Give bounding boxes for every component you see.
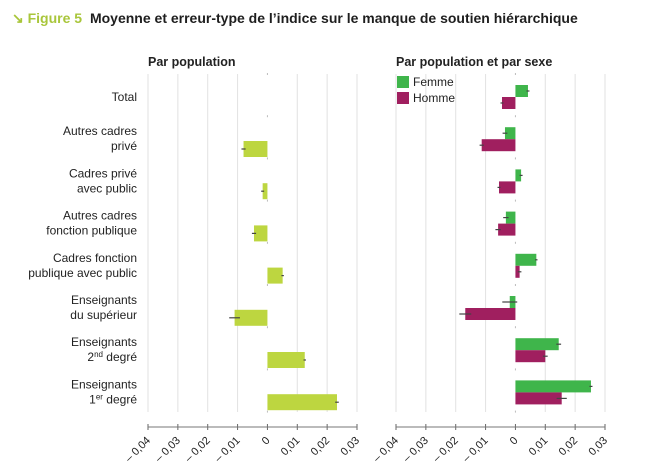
tick-label: 0,01 — [527, 435, 551, 459]
category-label-line: Autres cadres — [63, 209, 137, 223]
bar-homme — [501, 97, 516, 109]
bar-population — [267, 394, 337, 411]
bar-femme — [515, 338, 559, 351]
figure-label: ↘ Figure 5 — [12, 10, 82, 26]
category-label-line: 1er degré — [89, 392, 137, 407]
bar-femme — [515, 169, 522, 182]
tick-label: 0,03 — [586, 435, 610, 459]
superscript: er — [96, 392, 103, 401]
left-panel-title: Par population — [148, 55, 236, 69]
text: degré — [103, 392, 137, 406]
bar-population — [262, 183, 268, 200]
bar-population — [267, 267, 283, 284]
category-label-line: avec public — [77, 181, 137, 195]
bar-population — [243, 141, 268, 157]
category-label-line: 2nd degré — [87, 350, 137, 365]
tick-label: – 0,03 — [153, 435, 183, 465]
category-label: Cadres fonction publique avec public — [28, 251, 137, 280]
category-label-line: privé — [111, 139, 137, 153]
bar-population — [267, 352, 305, 368]
tick-label: 0,02 — [309, 435, 333, 459]
bar-homme — [499, 181, 516, 194]
bar-homme — [498, 223, 516, 236]
tick-label: 0,01 — [279, 435, 303, 459]
figure-title: ↘ Figure 5 Moyenne et erreur-type de l’i… — [12, 10, 578, 26]
tick-label: – 0,01 — [213, 435, 243, 465]
tick-label: – 0,03 — [401, 435, 431, 465]
bar-homme — [515, 265, 520, 278]
bar-population — [253, 225, 268, 242]
bar-homme — [515, 392, 562, 405]
category-label: Cadres privé avec public — [69, 166, 137, 195]
legend-label-femme: Femme — [413, 75, 454, 89]
category-label: Enseignants 1er degré — [71, 377, 137, 406]
tick-label: 0 — [508, 435, 521, 448]
tick-label: – 0,02 — [431, 435, 461, 465]
category-label-line: Cadres fonction — [53, 251, 137, 265]
right-panel-title: Par population et par sexe — [396, 55, 552, 69]
category-label: Autres cadres fonction publique — [46, 209, 137, 238]
category-label: Enseignants du supérieur — [70, 293, 137, 322]
bar-femme — [515, 85, 528, 97]
category-label-line: Enseignants — [71, 377, 137, 391]
tick-label: – 0,01 — [461, 435, 491, 465]
legend-swatch-femme — [397, 76, 409, 88]
tick-label: – 0,04 — [123, 435, 153, 465]
tick-label: – 0,04 — [371, 435, 401, 465]
category-label-line: Total — [112, 90, 137, 104]
figure-title-text: Moyenne et erreur-type de l’indice sur l… — [90, 10, 578, 26]
superscript: nd — [94, 350, 103, 359]
text: degré — [103, 350, 137, 364]
category-label: Enseignants 2nd degré — [71, 335, 137, 364]
bar-femme — [505, 211, 516, 224]
bar-femme — [504, 127, 516, 140]
bar-homme — [515, 350, 546, 363]
tick-label: – 0,02 — [183, 435, 213, 465]
category-label: Total — [112, 90, 137, 104]
category-label-line: fonction publique — [46, 224, 137, 238]
bar-femme — [515, 253, 537, 266]
legend-label-homme: Homme — [413, 91, 455, 105]
bar-femme — [515, 380, 591, 393]
tick-label: 0,03 — [338, 435, 362, 459]
category-label: Autres cadres privé — [63, 124, 137, 153]
category-label-line: Cadres privé — [69, 166, 137, 180]
bar-population — [234, 309, 268, 326]
tick-label: 0 — [260, 435, 273, 448]
legend-swatch-homme — [397, 92, 409, 104]
bar-homme — [465, 308, 516, 320]
category-label-line: du supérieur — [70, 308, 137, 322]
category-label-line: Autres cadres — [63, 124, 137, 138]
bar-homme — [481, 139, 516, 152]
category-label-line: publique avec public — [28, 266, 137, 280]
category-label-line: Enseignants — [71, 293, 137, 307]
tick-label: 0,02 — [557, 435, 581, 459]
category-label-line: Enseignants — [71, 335, 137, 349]
